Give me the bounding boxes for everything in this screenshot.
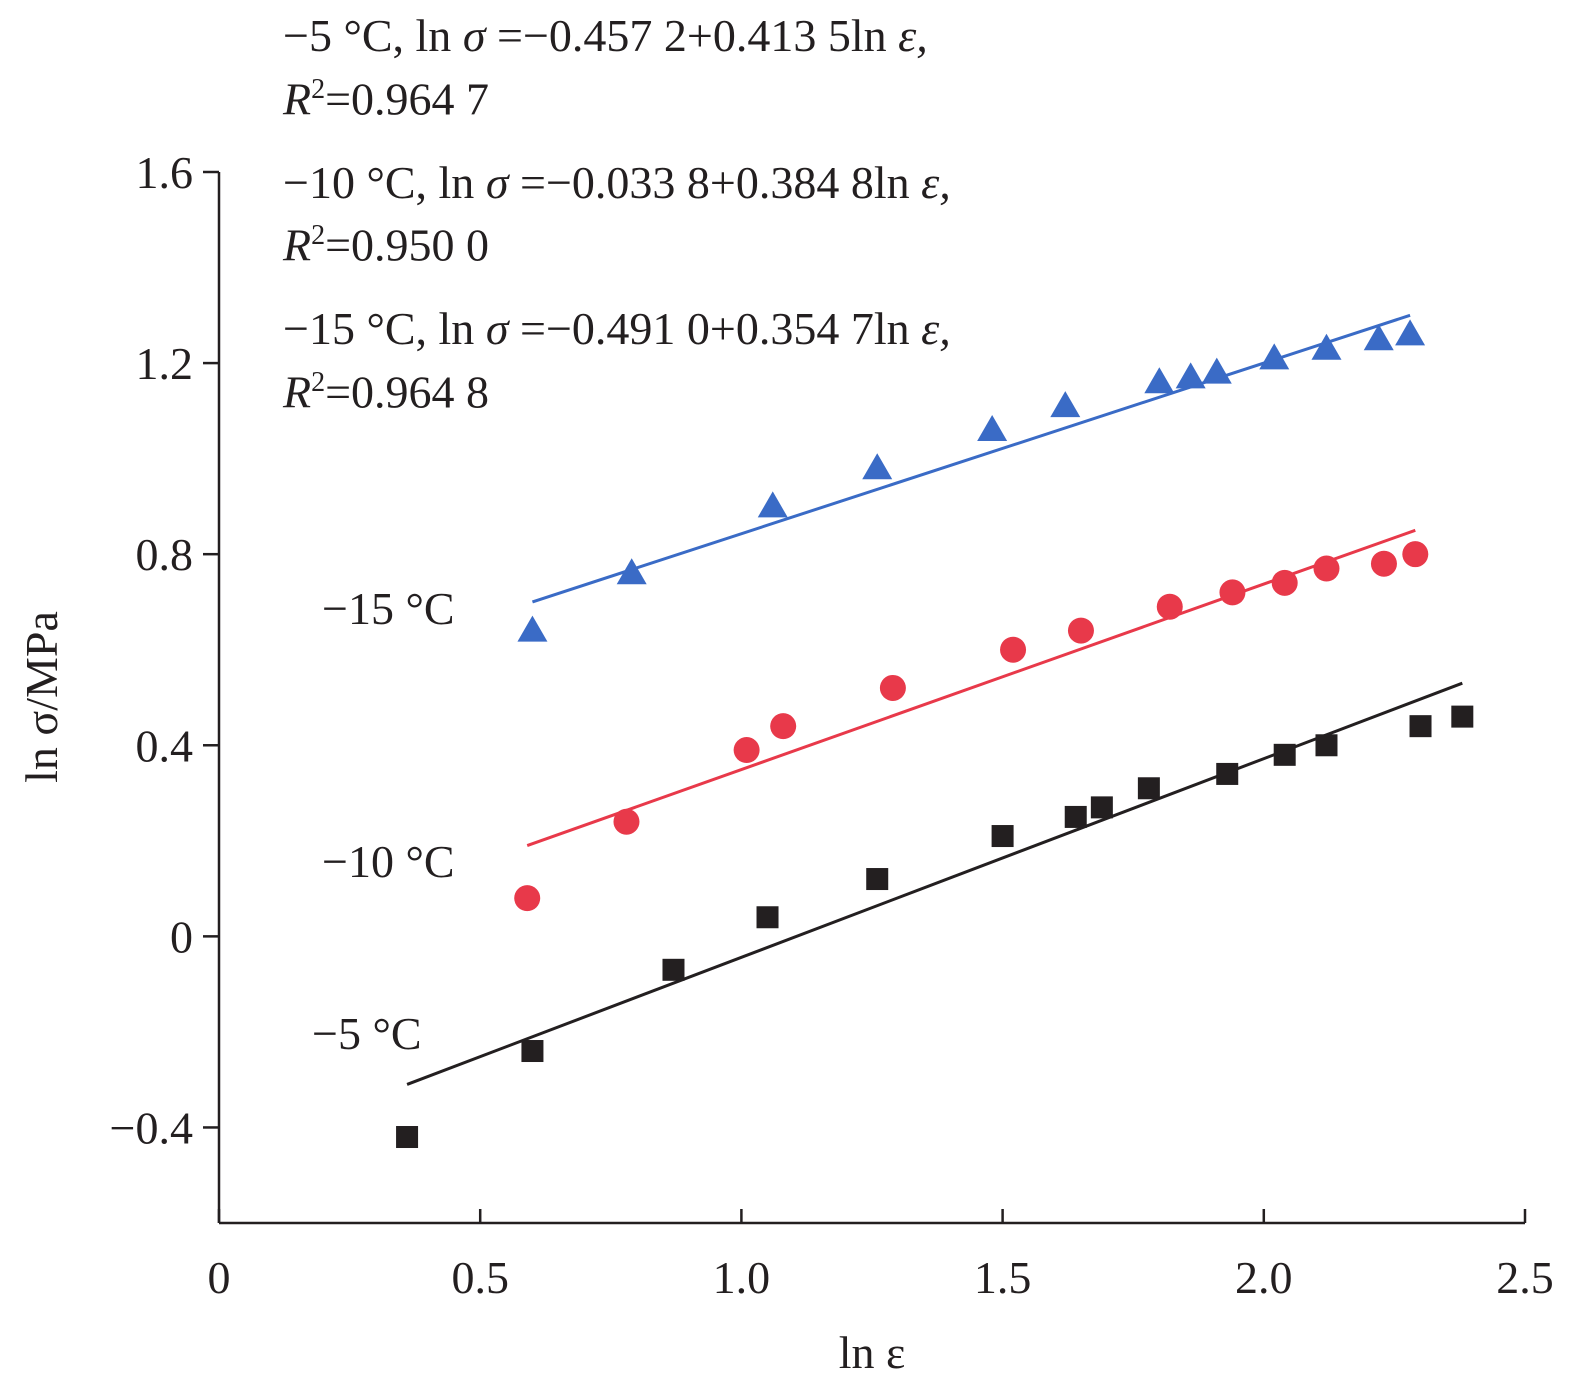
data-point-triangle [977,414,1008,441]
x-tick-label: 2.5 [1496,1252,1554,1303]
y-tick-label: 1.2 [136,338,194,389]
data-point-circle [1370,550,1397,577]
y-tick-label: 0.8 [136,529,194,580]
equation-minus15: −15 °C, ln σ =−0.491 0+0.354 7ln ε, [283,303,951,354]
data-point-square [1064,805,1087,828]
data-point-square [866,868,889,891]
data-point-triangle [757,491,788,518]
x-tick-label: 0.5 [451,1252,509,1303]
fit-lines [406,313,1463,1086]
y-axis-label: ln σ/MPa [16,611,67,783]
x-tick-label: 1.0 [713,1252,771,1303]
data-point-circle [1271,569,1298,596]
x-tick-label: 0 [208,1252,231,1303]
data-point-square [991,825,1014,848]
data-point-circle [613,808,640,835]
data-point-square [1090,796,1113,819]
y-tick-label: −0.4 [110,1102,193,1153]
data-point-triangle [1395,319,1426,346]
r2-minus15: R2=0.964 8 [283,366,490,418]
data-point-circle [879,674,906,701]
data-point-triangle [1363,324,1394,351]
data-point-square [756,906,779,929]
data-point-triangle [862,453,893,480]
data-point-square [1409,715,1432,738]
data-point-triangle [1311,333,1342,360]
x-tick-label: 2.0 [1235,1252,1293,1303]
data-point-square [1137,777,1160,800]
data-point-triangle [616,558,647,585]
data-point-circle [514,885,541,912]
tick-labels: −0.4 0 0.4 0.8 1.2 1.6 0 0.5 1.0 1.5 2.0 2.5 [110,147,1554,1303]
data-point-triangle [1259,343,1290,370]
data-point-square [1216,762,1239,785]
x-tick-label: 1.5 [974,1252,1032,1303]
data-point-triangle [517,615,548,642]
r2-minus5: R2=0.964 7 [283,73,490,125]
data-point-square [1451,705,1474,728]
equation-minus10: −10 °C, ln σ =−0.033 8+0.384 8ln ε, [283,157,951,208]
data-point-triangle [1175,362,1206,389]
y-tick-label: 1.6 [136,147,194,198]
axes [203,170,1527,1225]
data-point-square [521,1040,544,1063]
data-point-triangle [1201,357,1232,384]
data-point-circle [1000,636,1027,663]
r2-minus10: R2=0.950 0 [283,219,490,271]
data-point-circle [1156,593,1183,620]
y-tick-label: 0.4 [136,720,194,771]
fit-line [406,681,1463,1086]
data-point-circle [1402,541,1429,568]
series-label-minus10: −10 °C [322,836,455,887]
fit-line [526,528,1416,848]
x-axis-label: ln ε [839,1327,906,1378]
data-point-triangle [1144,367,1175,394]
data-point-square [1273,743,1296,766]
data-point-circle [733,737,760,764]
equation-minus5: −5 °C, ln σ =−0.457 2+0.413 5ln ε, [283,10,928,61]
y-tick-label: 0 [170,911,193,962]
series-label-minus5: −5 °C [312,1008,422,1059]
data-point-triangle [1050,391,1081,418]
data-point-circle [1067,617,1094,644]
data-point-circle [770,713,797,740]
data-point-square [662,958,685,981]
data-points [396,319,1474,1149]
data-point-circle [1219,579,1246,606]
data-point-circle [1313,555,1340,582]
data-point-square [1315,734,1338,757]
series-label-minus15: −15 °C [322,583,455,634]
data-point-square [396,1126,419,1149]
